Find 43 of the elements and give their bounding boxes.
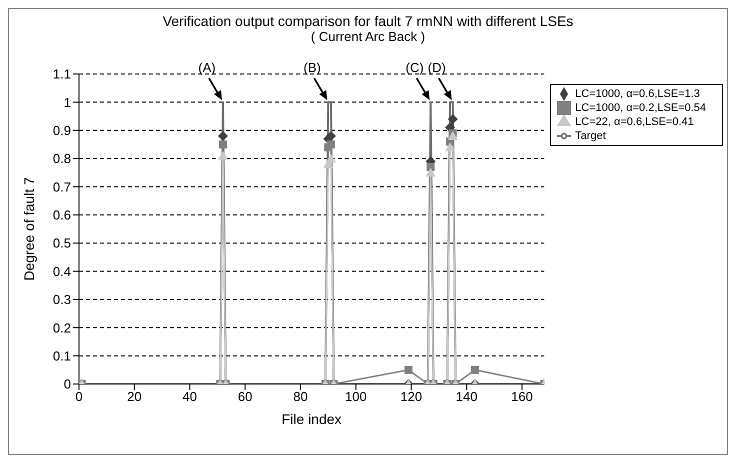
y-tick-label: 0.5: [52, 236, 71, 251]
x-tick-label: 0: [75, 389, 83, 404]
point: [448, 114, 458, 124]
legend-label: LC=1000, α=0.2,LSE=0.54: [575, 102, 706, 114]
annotation: (A): [198, 60, 216, 76]
annotation: (D): [428, 60, 446, 76]
legend-label: Target: [575, 130, 606, 142]
y-tick-label: 0.4: [52, 264, 71, 279]
y-tick-label: 0: [64, 376, 71, 392]
point: [218, 140, 227, 148]
chart-title: Verification output comparison for fault 7 rmNN with different LSEs: [162, 12, 574, 29]
y-tick-label: 0.1: [52, 348, 71, 364]
annotation: (B): [304, 60, 321, 76]
x-tick-label: 160: [511, 389, 533, 404]
y-tick-label: 0.2: [52, 320, 71, 336]
y-tick-label: 0.9: [52, 122, 71, 138]
x-tick-label: 80: [293, 389, 308, 404]
x-axis-title: File index: [282, 411, 342, 427]
point: [326, 154, 336, 163]
y-tick-label: 0.6: [52, 208, 71, 223]
x-tick-label: 20: [127, 389, 142, 404]
y-tick-label: 1: [64, 94, 71, 110]
x-tick-label: 60: [238, 389, 252, 404]
y-tick-label: 0.3: [52, 292, 71, 308]
point: [218, 131, 228, 141]
x-tick-label: 100: [345, 389, 367, 404]
point: [326, 140, 335, 148]
point: [448, 131, 458, 140]
annotation: (C): [406, 60, 424, 76]
point: [445, 142, 456, 152]
y-tick-label: 1.1: [52, 66, 71, 82]
chart-subtitle: ( Current Arc Back ): [310, 29, 426, 44]
legend-label: LC=22, α=0.6,LSE=0.41: [575, 116, 694, 128]
y-tick-label: 0.7: [52, 179, 71, 194]
point: [326, 131, 336, 141]
y-axis-title: Degree of fault 7: [20, 177, 37, 281]
x-tick-label: 40: [182, 389, 197, 404]
point: [426, 168, 436, 177]
x-tick-label: 120: [400, 389, 422, 404]
x-tick-label: 140: [456, 389, 478, 404]
legend-label: LC=1000, α=0.6,LSE=1.3: [575, 88, 700, 100]
y-tick-label: 0.8: [52, 151, 71, 166]
point: [218, 150, 228, 160]
